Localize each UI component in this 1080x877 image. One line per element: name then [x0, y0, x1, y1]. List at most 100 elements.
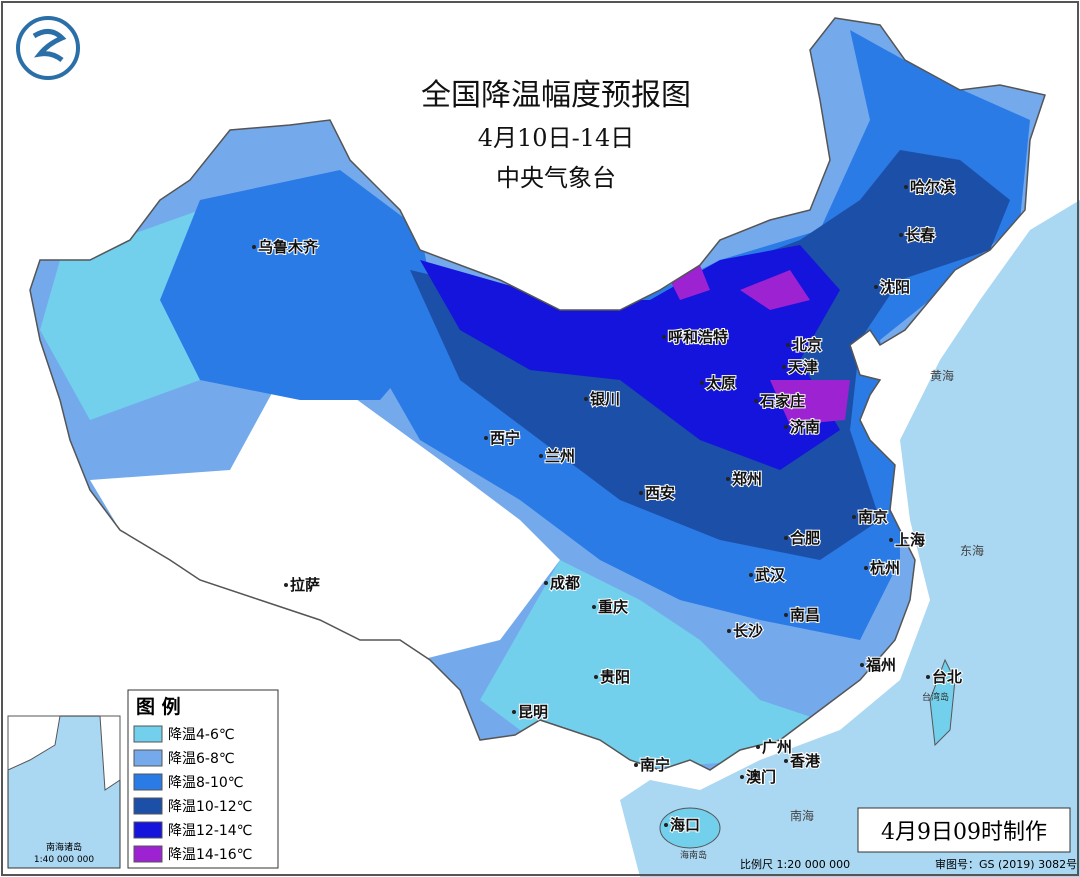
city-dot: [484, 436, 488, 440]
city-dot: [904, 185, 908, 189]
field-none: [90, 360, 560, 660]
field: [670, 265, 850, 425]
logo: [16, 16, 80, 80]
city-dot: [784, 759, 788, 763]
taiwan: [929, 658, 956, 747]
legend-label: 降温14-16℃: [168, 847, 252, 863]
city-label: 北京: [792, 336, 822, 354]
city-label: 哈尔滨: [910, 178, 955, 196]
city-label: 成都: [550, 574, 580, 592]
city-dot: [544, 581, 548, 585]
city-label: 石家庄: [759, 392, 805, 410]
city-dot: [539, 454, 543, 458]
city-dot: [852, 515, 856, 519]
island-label: 海南岛: [680, 849, 707, 861]
city-label: 西安: [645, 484, 675, 502]
footer-approval: 审图号：GS (2019) 3082号: [935, 857, 1077, 871]
inset-label: 南海诸岛: [46, 841, 82, 853]
city-dot: [726, 477, 730, 481]
city-dot: [252, 245, 256, 249]
city-dot: [740, 775, 744, 779]
city-label: 香港: [790, 752, 821, 770]
city-label: 重庆: [598, 598, 628, 616]
legend-label: 降温4-6℃: [168, 727, 235, 743]
city-label: 福州: [865, 656, 896, 674]
city-label: 太原: [706, 374, 736, 392]
issuer: 中央气象台: [496, 164, 616, 192]
hainan: [659, 807, 721, 849]
city-dot: [860, 663, 864, 667]
sea-label: 东海: [960, 543, 984, 558]
city-dot: [926, 675, 930, 679]
city-label: 长沙: [733, 622, 763, 640]
legend-swatch: [133, 845, 163, 863]
city-label: 台北: [932, 668, 962, 686]
city-dot: [664, 823, 668, 827]
title: 全国降温幅度预报图: [421, 78, 691, 113]
city-label: 天津: [788, 358, 818, 376]
city-label: 银川: [590, 390, 620, 408]
legend: 图 例 降温4-6℃ 降温6-8℃ 降温8-10℃ 降温10-12℃ 降温12-14℃ 降…: [127, 689, 279, 869]
legend-swatch: [133, 797, 163, 815]
city-label: 武汉: [755, 566, 786, 584]
city-dot: [784, 613, 788, 617]
legend-title: 图 例: [136, 695, 181, 718]
city-dot: [512, 710, 516, 714]
stamp-box: [857, 807, 1071, 853]
city-label: 贵阳: [600, 668, 630, 686]
city-dot: [754, 399, 758, 403]
field: [420, 245, 840, 470]
city-dot: [639, 491, 643, 495]
city-label: 呼和浩特: [668, 328, 728, 346]
city-label: 长春: [905, 226, 935, 244]
city-dot: [584, 397, 588, 401]
legend-swatch: [133, 725, 163, 743]
city-label: 杭州: [870, 559, 900, 577]
city-dot: [634, 763, 638, 767]
city-dot: [700, 381, 704, 385]
city-label: 南宁: [640, 756, 670, 774]
city-dot: [727, 629, 731, 633]
city-label: 郑州: [732, 470, 762, 488]
legend-label: 降温6-8℃: [168, 751, 235, 767]
field: [160, 170, 440, 400]
city-label: 南昌: [790, 606, 820, 624]
sea: [620, 200, 1080, 877]
city-dot: [749, 573, 753, 577]
city-label: 海口: [670, 816, 700, 834]
city-dot: [662, 335, 666, 339]
city-label: 拉萨: [290, 576, 320, 594]
field: [480, 560, 820, 770]
date: 4月10日-14日: [478, 124, 634, 152]
city-dot: [889, 538, 893, 542]
legend-label: 降温8-10℃: [168, 775, 244, 791]
city-label: 上海: [895, 531, 925, 549]
island-label: 台湾岛: [922, 691, 949, 703]
legend-swatch: [133, 749, 163, 767]
city-label: 西宁: [490, 429, 520, 447]
city-dot: [284, 583, 288, 587]
legend-label: 降温10-12℃: [168, 799, 252, 815]
city-dot: [786, 343, 790, 347]
legend-swatch: [133, 773, 163, 791]
city-label: 南京: [858, 508, 888, 526]
city-dot: [899, 233, 903, 237]
city-label: 昆明: [518, 703, 548, 721]
city-dot: [592, 605, 596, 609]
inset: 南海诸岛 1:40 000 000: [7, 715, 121, 869]
city-dot: [594, 675, 598, 679]
footer-scale: 比例尺 1:20 000 000: [740, 857, 850, 871]
stamp: 4月9日09时制作: [881, 820, 1047, 845]
city-label: 广州: [762, 738, 792, 756]
city-label: 沈阳: [880, 278, 910, 296]
sea-label: 南海: [790, 808, 814, 823]
city-dot: [756, 745, 760, 749]
legend-swatch: [133, 821, 163, 839]
sea-label: 黄海: [930, 368, 954, 383]
city-dot: [784, 425, 788, 429]
city-label: 兰州: [545, 447, 575, 465]
city-dot: [784, 536, 788, 540]
